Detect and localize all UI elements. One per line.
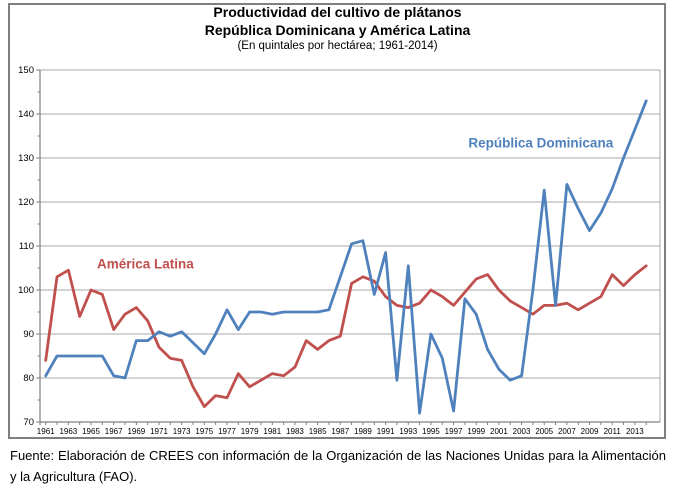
- source-note: Fuente: Elaboración de CREES con informa…: [10, 448, 666, 484]
- chart-title-line2: República Dominicana y América Latina: [204, 21, 471, 38]
- chart-title-line3: (En quintales por hectárea; 1961-2014): [237, 40, 438, 52]
- chart-figure-border: [8, 3, 666, 439]
- series-label-republica-dominicana: República Dominicana: [468, 135, 614, 151]
- series-label-america-latina: América Latina: [96, 256, 194, 272]
- chart-title-block: Productividad del cultivo de plátanos Re…: [0, 4, 675, 55]
- chart-title-line1: Productividad del cultivo de plátanos: [213, 4, 462, 20]
